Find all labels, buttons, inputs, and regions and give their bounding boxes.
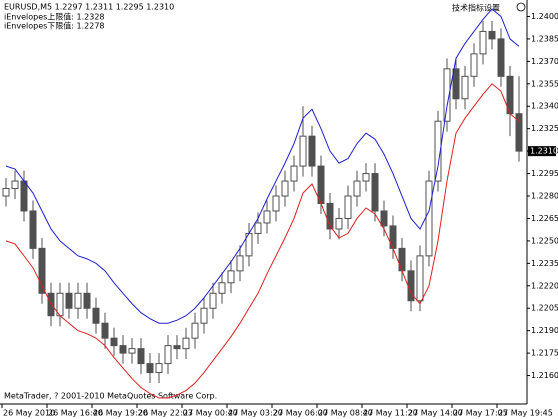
copyright: MetaTrader, ? 2001-2010 MetaQuotes Softw… bbox=[4, 392, 217, 401]
candle-body bbox=[11, 180, 19, 190]
candle-body bbox=[497, 38, 505, 77]
candle-body bbox=[38, 247, 46, 294]
candle-body bbox=[110, 337, 118, 347]
candle-body bbox=[236, 255, 244, 272]
candle-body bbox=[20, 180, 28, 212]
y-tick-label: 1.2295 bbox=[531, 169, 558, 178]
candle-body bbox=[182, 337, 190, 350]
candle-body bbox=[200, 307, 208, 324]
upper-envelope-info: iEnvelopes上限值: 1.2328 bbox=[4, 12, 105, 22]
x-tick-label: 27 May 00:40 bbox=[183, 409, 238, 418]
x-tick-label: 27 May 03:20 bbox=[228, 409, 283, 418]
y-tick-label: 1.2325 bbox=[531, 124, 558, 133]
x-tick-label: 27 May 06:00 bbox=[273, 409, 328, 418]
y-tick-label: 1.2235 bbox=[531, 259, 558, 268]
x-tick-label: 27 May 17:05 bbox=[453, 409, 508, 418]
y-tick-label: 1.2220 bbox=[531, 281, 558, 290]
candle-body bbox=[74, 292, 82, 309]
candle-body bbox=[380, 210, 388, 227]
candle-body bbox=[371, 173, 379, 212]
candle-body bbox=[227, 270, 235, 284]
candle-body bbox=[137, 348, 145, 365]
current-price-box bbox=[528, 146, 556, 157]
candle-body bbox=[146, 363, 154, 374]
candle-body bbox=[515, 113, 523, 152]
candle-body bbox=[272, 195, 280, 212]
candle-body bbox=[434, 120, 442, 182]
y-tick-label: 1.2370 bbox=[531, 57, 558, 66]
candle-body bbox=[416, 255, 424, 302]
candle-body bbox=[119, 345, 127, 354]
candle-body bbox=[443, 68, 451, 122]
candle-body bbox=[254, 222, 262, 234]
candle-body bbox=[164, 345, 172, 365]
y-tick-label: 1.2190 bbox=[531, 326, 558, 335]
candle-body bbox=[29, 210, 37, 249]
candle-body bbox=[362, 173, 370, 182]
candle-body bbox=[281, 180, 289, 197]
candle-body bbox=[191, 322, 199, 339]
candle-body bbox=[425, 180, 433, 257]
current-price-label: 1.2310 bbox=[530, 147, 558, 156]
settings-label[interactable]: 技术指标设置 bbox=[452, 3, 500, 13]
candle-body bbox=[461, 75, 469, 100]
x-tick-label: 26 May 16:40 bbox=[48, 409, 103, 418]
candle-body bbox=[209, 292, 217, 309]
candle-body bbox=[488, 30, 496, 40]
x-tick-label: 27 May 11:20 bbox=[363, 409, 418, 418]
candle-body bbox=[83, 292, 91, 309]
y-tick-label: 1.2280 bbox=[531, 192, 558, 201]
x-tick-label: 27 May 14:00 bbox=[408, 409, 463, 418]
envelope-line bbox=[5, 8, 520, 324]
y-tick-label: 1.2175 bbox=[531, 349, 558, 358]
candle-body bbox=[2, 188, 10, 197]
candle-body bbox=[263, 210, 271, 224]
candle-body bbox=[335, 217, 343, 230]
y-tick-label: 1.2385 bbox=[531, 34, 558, 43]
y-tick-label: 1.2250 bbox=[531, 236, 558, 245]
candle-body bbox=[101, 322, 109, 339]
candle-body bbox=[218, 282, 226, 294]
candle-body bbox=[479, 30, 487, 55]
candle-body bbox=[353, 180, 361, 197]
envelope-line bbox=[5, 83, 520, 399]
candle-body bbox=[290, 165, 298, 182]
x-tick-label: 26 May 2010 bbox=[3, 409, 55, 418]
settings-icon[interactable] bbox=[516, 2, 526, 12]
y-tick-label: 1.2400 bbox=[531, 12, 558, 21]
symbol-line: EURUSD,M5 1.2297 1.2311 1.2295 1.2310 bbox=[4, 3, 174, 12]
x-tick-label: 27 May 08:40 bbox=[318, 409, 373, 418]
candle-body bbox=[308, 135, 316, 167]
candle-body bbox=[128, 348, 136, 354]
candle-body bbox=[398, 247, 406, 272]
x-tick-label: 27 May 19:45 bbox=[498, 409, 553, 418]
y-tick-label: 1.2340 bbox=[531, 102, 558, 111]
candle-body bbox=[299, 135, 307, 167]
y-tick-label: 1.2205 bbox=[531, 304, 558, 313]
candle-body bbox=[65, 292, 73, 309]
x-tick-label: 26 May 22:03 bbox=[138, 409, 193, 418]
candle-body bbox=[326, 202, 334, 230]
candle-body bbox=[155, 363, 163, 374]
candle-body bbox=[470, 53, 478, 77]
candle-body bbox=[173, 345, 181, 350]
y-tick-label: 1.2160 bbox=[531, 371, 558, 380]
lower-envelope-info: iEnvelopes下限值: 1.2278 bbox=[4, 21, 105, 31]
x-tick-label: 26 May 19:20 bbox=[93, 409, 148, 418]
candle-body bbox=[452, 68, 460, 100]
y-tick-label: 1.2265 bbox=[531, 214, 558, 223]
y-tick-label: 1.2355 bbox=[531, 79, 558, 88]
candle-body bbox=[92, 307, 100, 324]
candle-body bbox=[344, 195, 352, 219]
